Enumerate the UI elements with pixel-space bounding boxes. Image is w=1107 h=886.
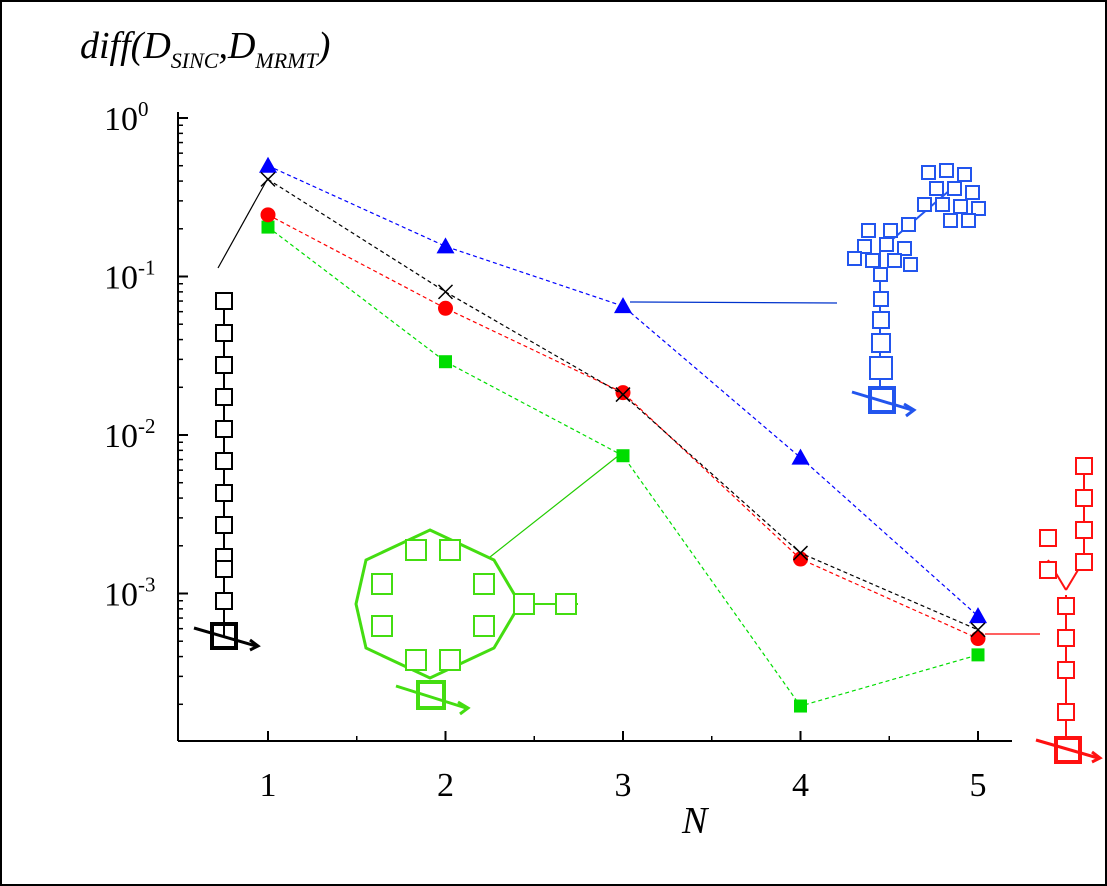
data-point — [970, 622, 986, 638]
series-line — [267, 165, 979, 617]
blue-branched-structure — [847, 163, 986, 418]
data-point — [614, 297, 632, 314]
data-point — [794, 699, 807, 713]
data-point — [969, 607, 987, 624]
green-ring-structure — [354, 528, 578, 716]
y-tick-label: 100 — [104, 97, 149, 138]
data-point — [437, 284, 454, 300]
data-point — [615, 385, 631, 401]
y-tick-label: 10-3 — [104, 573, 156, 614]
x-tick-label: 1 — [260, 767, 277, 804]
x-tick-label: 4 — [792, 767, 809, 804]
data-point — [971, 648, 985, 662]
x-axis-label: N — [681, 800, 710, 842]
data-point — [792, 545, 809, 561]
data-point — [260, 171, 276, 187]
series-line — [267, 214, 979, 640]
data-point — [261, 220, 275, 234]
data-point — [260, 207, 276, 223]
black-chain-structure — [193, 292, 261, 652]
leader-line-green — [489, 455, 619, 558]
y-axis-label: diff(DSINC,DMRMT) — [80, 25, 330, 73]
x-tick-label: 3 — [615, 767, 632, 804]
data-point — [436, 237, 455, 254]
leader-line-blue — [629, 301, 838, 304]
y-tick-label: 10-1 — [104, 256, 156, 297]
red-branched-structure — [1035, 457, 1103, 764]
series-triangle — [259, 156, 987, 624]
data-point — [791, 448, 810, 465]
data-point — [259, 156, 277, 173]
y-tick-label: 10-2 — [104, 414, 156, 455]
series-circle — [260, 207, 986, 647]
x-tick-label: 2 — [437, 767, 454, 804]
series-layer — [259, 156, 987, 713]
y-ticks: 10-3 10-2 10-1 100 — [104, 97, 188, 706]
series-square — [261, 220, 985, 713]
data-point — [615, 387, 631, 403]
series-x — [260, 171, 986, 638]
data-point — [616, 449, 630, 463]
data-point — [438, 300, 453, 316]
leader-line-black — [217, 177, 269, 269]
x-tick-label: 5 — [970, 767, 987, 804]
data-point — [970, 631, 986, 647]
data-point — [793, 551, 808, 567]
x-ticks: 1 2 3 4 5 — [260, 731, 987, 804]
data-point — [439, 355, 452, 369]
